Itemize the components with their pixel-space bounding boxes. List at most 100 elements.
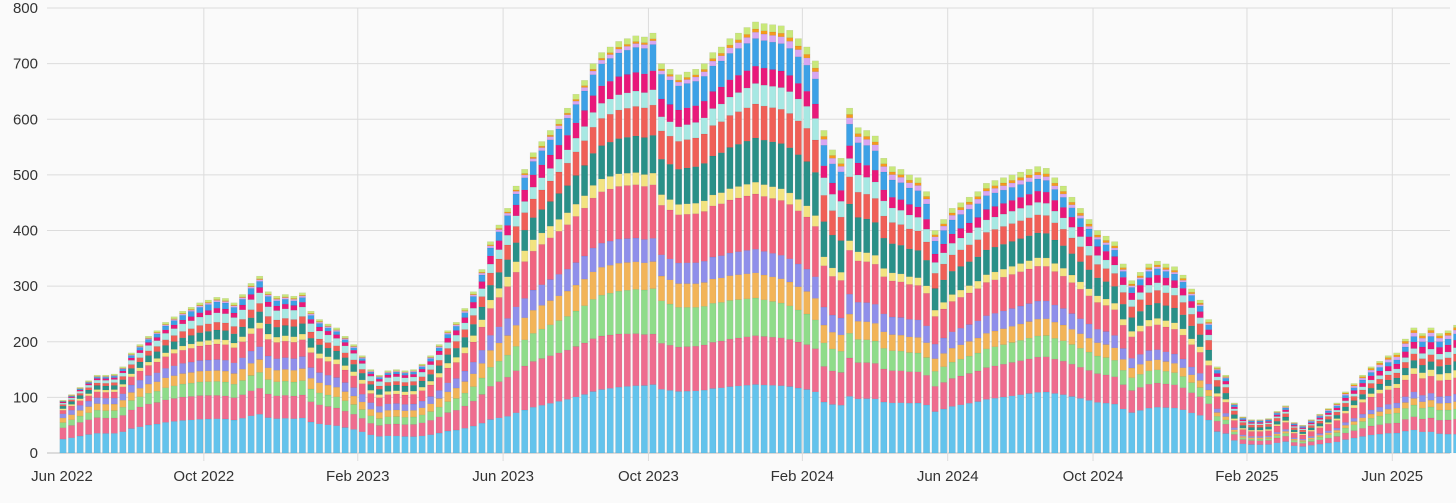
bar-segment [1102, 235, 1110, 241]
bar-segment [393, 376, 400, 382]
bar-segment [1367, 369, 1375, 373]
bar-segment [1145, 284, 1153, 293]
bar-segment [1324, 414, 1332, 417]
bar-segment [316, 353, 323, 359]
bar-segment [863, 362, 871, 399]
bar-segment [598, 191, 606, 244]
bar-segment [965, 201, 973, 205]
bar-segment [1222, 377, 1230, 382]
bar-segment [871, 222, 879, 256]
bar-segment [803, 57, 811, 66]
bar-segment [230, 333, 238, 344]
bar-segment [794, 387, 802, 454]
bar-segment [264, 323, 272, 335]
bar-segment [273, 418, 281, 454]
bar-segment [1153, 349, 1161, 360]
bar-segment [435, 406, 443, 418]
bar-segment [350, 413, 358, 430]
bar-segment [555, 123, 563, 126]
bar-segment [401, 382, 409, 387]
bar-segment [623, 290, 631, 335]
bar-segment [1025, 181, 1033, 195]
bar-segment [401, 385, 409, 392]
bar-segment [1384, 357, 1392, 360]
bar-segment [1384, 404, 1392, 410]
bar-segment [760, 84, 768, 107]
bar-segment [658, 98, 665, 117]
bar-segment [102, 374, 110, 377]
bar-segment [1444, 338, 1452, 346]
bar-segment [401, 377, 409, 383]
bar-segment [632, 106, 640, 137]
bar-segment [1359, 417, 1367, 422]
bar-segment [752, 272, 759, 299]
bar-segment [1290, 445, 1298, 454]
bar-segment [820, 145, 828, 166]
bar-segment [264, 316, 272, 325]
bar-segment [487, 284, 494, 301]
bar-segment [273, 305, 281, 311]
bar-segment [1102, 402, 1110, 454]
bar-segment [1230, 440, 1238, 454]
bar-segment [957, 237, 965, 251]
bar-segment [820, 130, 828, 137]
bar-segment [1213, 393, 1221, 397]
bar-segment [974, 196, 982, 200]
bar-segment [1171, 273, 1178, 281]
bar-segment [914, 190, 922, 208]
bar-segment [487, 245, 494, 249]
bar-segment [1419, 401, 1426, 409]
bar-segment [786, 147, 794, 194]
bar-segment [769, 186, 777, 199]
bar-segment [1094, 246, 1101, 256]
bar-segment [632, 184, 640, 239]
bar-segment [923, 198, 930, 205]
bar-segment [1068, 204, 1076, 209]
bar-segment [1376, 424, 1384, 435]
bar-segment [829, 267, 836, 277]
bar-segment [683, 167, 691, 204]
bar-segment [495, 249, 503, 260]
bar-segment [316, 423, 323, 454]
bar-segment [1102, 240, 1110, 243]
bar-segment [290, 326, 298, 337]
bar-segment [478, 281, 486, 289]
bar-segment [666, 279, 674, 305]
bar-segment [598, 145, 606, 180]
bar-segment [196, 305, 204, 308]
bar-segment [247, 283, 255, 287]
bar-segment [1136, 331, 1144, 355]
bar-segment [1119, 348, 1127, 360]
bar-segment [735, 251, 742, 275]
bar-segment [350, 344, 358, 347]
bar-segment [709, 303, 717, 343]
bar-segment [1136, 272, 1144, 277]
bar-segment [487, 335, 494, 351]
bar-segment [957, 249, 965, 267]
bar-segment [1085, 245, 1093, 256]
bar-segment [410, 410, 417, 418]
bar-segment [1384, 362, 1392, 367]
bar-segment [880, 331, 888, 349]
bar-segment [1367, 366, 1375, 369]
bar-segment [1000, 328, 1007, 345]
x-tick-label: Oct 2024 [1063, 468, 1124, 485]
bar-segment [222, 322, 229, 331]
bar-segment [487, 386, 494, 420]
bar-segment [179, 319, 187, 325]
bar-segment [974, 239, 982, 258]
bar-segment [871, 304, 879, 324]
bar-segment [786, 281, 794, 307]
bar-segment [1453, 327, 1456, 331]
bar-segment [324, 394, 332, 407]
bar-segment [1034, 174, 1042, 180]
bar-segment [85, 419, 93, 435]
bar-segment [786, 258, 794, 283]
bar-segment [1179, 281, 1187, 289]
bar-segment [179, 396, 187, 421]
bar-segment [589, 197, 597, 249]
bar-segment [461, 322, 469, 330]
bar-segment [965, 232, 973, 245]
bar-segment [1136, 354, 1144, 365]
bar-segment [1282, 413, 1290, 418]
